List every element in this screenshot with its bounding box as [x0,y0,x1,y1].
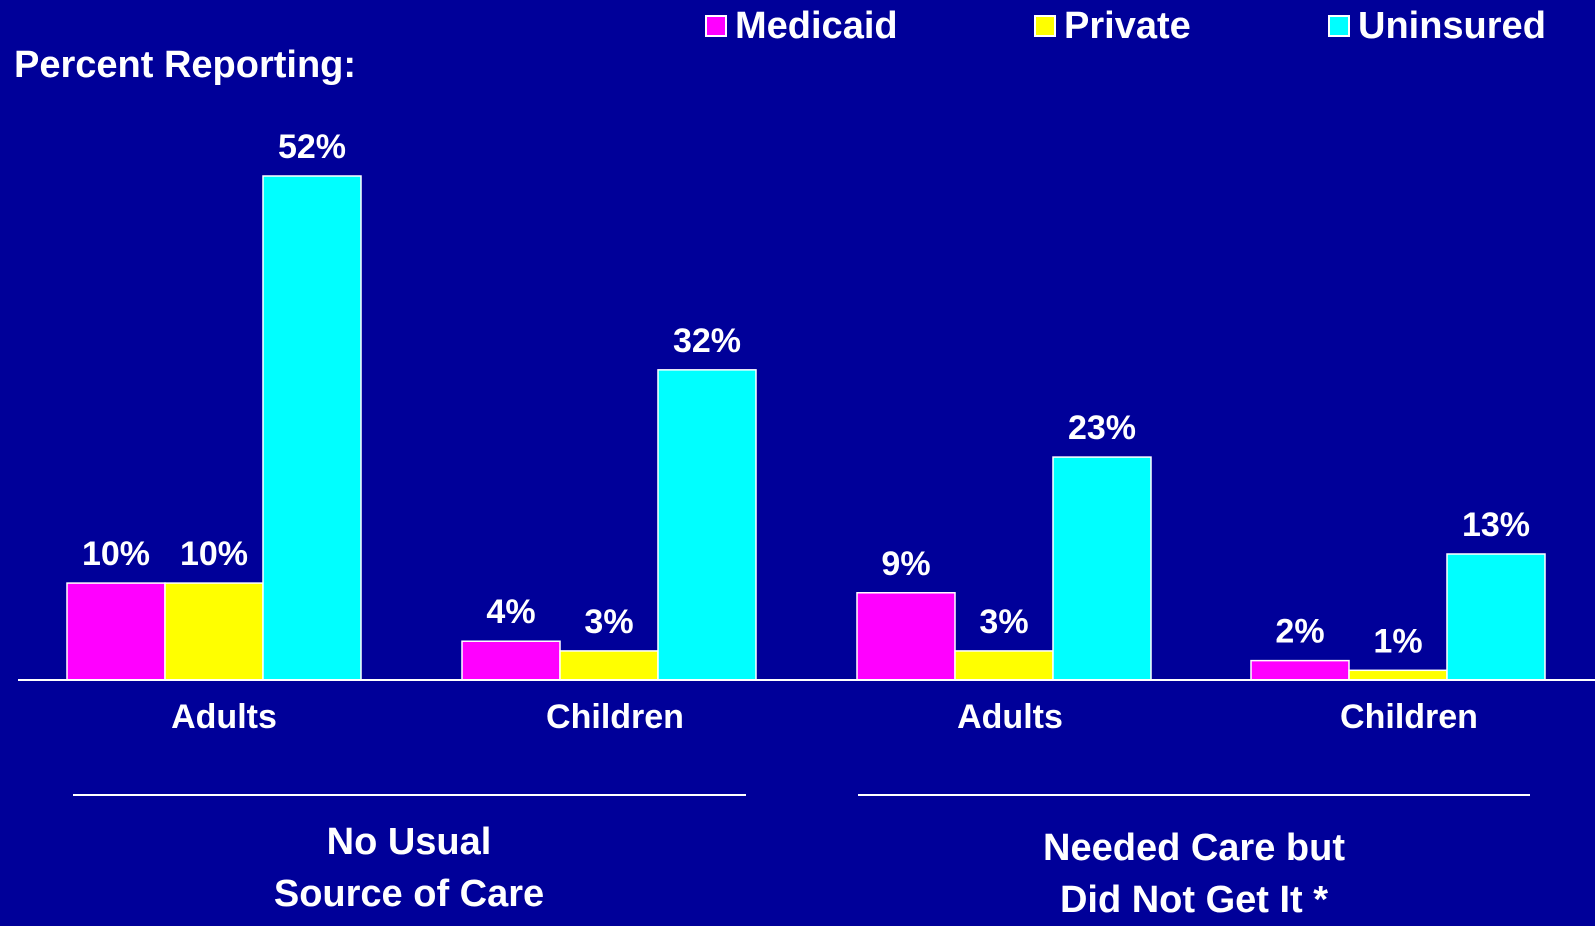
bar-uninsured-children-1 [657,369,757,681]
legend-item-private: Private [1034,4,1191,48]
bar-medicaid-children-1 [461,640,561,681]
bar-medicaid-adults-0 [66,582,166,681]
data-label-uninsured-adults-0: 52% [278,128,346,166]
legend-item-medicaid: Medicaid [705,4,898,48]
bar-medicaid-adults-2 [856,592,956,681]
legend-swatch-medicaid [705,15,727,37]
bar-uninsured-adults-0 [262,175,362,681]
group-title-no-usual-source: No Usual Source of Care [73,816,745,920]
legend-label-private: Private [1064,4,1191,47]
bar-private-adults-0 [164,582,264,681]
group-title-needed-care: Needed Care but Did Not Get It * [858,822,1530,926]
data-label-uninsured-children-3: 13% [1462,506,1530,544]
bar-private-children-3 [1348,669,1448,681]
x-tick-label-children-1: Children [546,698,684,736]
bar-private-adults-2 [954,650,1054,681]
data-label-private-children-3: 1% [1373,622,1422,660]
data-label-uninsured-adults-2: 23% [1068,409,1136,447]
y-axis-label: Percent Reporting: [14,44,357,86]
legend-swatch-uninsured [1328,15,1350,37]
bar-uninsured-adults-2 [1052,456,1152,681]
data-label-private-adults-0: 10% [180,535,248,573]
group-title-line: No Usual [326,821,492,863]
data-label-medicaid-children-1: 4% [486,593,535,631]
bar-uninsured-children-3 [1446,553,1546,681]
data-label-private-children-1: 3% [584,603,633,641]
data-label-medicaid-adults-0: 10% [82,535,150,573]
group-title-line: Did Not Get It * [1059,879,1329,921]
legend-label-uninsured: Uninsured [1358,4,1546,47]
x-tick-label-adults-0: Adults [171,698,277,736]
legend-label-medicaid: Medicaid [735,4,898,47]
x-tick-label-adults-2: Adults [957,698,1063,736]
group-title-line: Needed Care but [1043,827,1345,869]
group-title-line: Source of Care [273,873,545,915]
bar-medicaid-children-3 [1250,659,1350,681]
x-tick-label-children-3: Children [1340,698,1478,736]
data-label-uninsured-children-1: 32% [673,322,741,360]
legend-item-uninsured: Uninsured [1328,4,1546,48]
legend-swatch-private [1034,15,1056,37]
data-label-medicaid-children-3: 2% [1275,613,1324,651]
data-label-private-adults-2: 3% [979,603,1028,641]
bar-private-children-1 [559,650,659,681]
data-label-medicaid-adults-2: 9% [881,545,930,583]
